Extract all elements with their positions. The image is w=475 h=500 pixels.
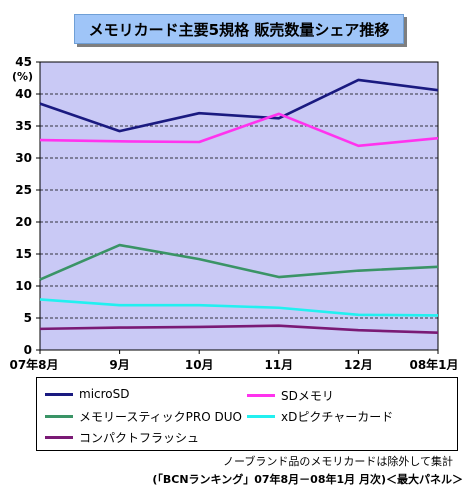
y-tick-label: 20 xyxy=(15,215,32,229)
series-line-2 xyxy=(39,243,439,281)
x-tick-label: 07年8月 xyxy=(9,357,58,370)
line-chart: 0 5 10 15 20 25 30 35 40 45(%) 07年8月 9月 10月 11月 12月 08年… xyxy=(9,55,458,370)
legend: microSD SDメモリメモリースティックPRO DUO xDピクチャーカードコン… xyxy=(36,377,458,451)
legend-item-1: SDメモリ xyxy=(247,387,334,404)
source-credit: (「BCNランキング」07年8月－08年1月 月次)＜最大パネル＞ xyxy=(152,473,463,486)
legend-label: コンパクトフラッシュ xyxy=(79,431,200,445)
series-line-0 xyxy=(39,78,439,133)
x-tick-label: 08年1月 xyxy=(409,357,458,370)
y-tick-label: 30 xyxy=(15,151,32,165)
legend-item-2: メモリースティックPRO DUO xyxy=(45,408,242,425)
y-axis-label: (%) xyxy=(12,70,33,83)
legend-item-3: xDピクチャーカード xyxy=(247,408,393,425)
legend-swatch xyxy=(247,415,275,418)
plot-area xyxy=(39,61,439,351)
y-tick-label: 0 xyxy=(24,343,32,357)
legend-swatch xyxy=(247,394,275,397)
chart-title: メモリカード主要5規格 販売数量シェア推移 xyxy=(74,14,404,44)
legend-label: メモリースティックPRO DUO xyxy=(79,410,242,424)
x-tick-label: 12月 xyxy=(344,358,373,370)
legend-swatch xyxy=(45,436,73,439)
legend-item-0: microSD xyxy=(45,387,130,401)
footnote: ノーブランド品のメモリカードは除外して集計 xyxy=(222,455,453,468)
series-line-3 xyxy=(39,298,439,317)
legend-swatch xyxy=(45,415,73,418)
y-tick-label: 45 xyxy=(15,55,32,69)
chart-title-text: メモリカード主要5規格 販売数量シェア推移 xyxy=(88,20,390,39)
y-tick-label: 40 xyxy=(15,87,32,101)
y-tick-label: 5 xyxy=(24,311,32,325)
x-tick-label: 9月 xyxy=(109,358,129,370)
legend-item-4: コンパクトフラッシュ xyxy=(45,429,199,446)
series-line-1 xyxy=(39,112,439,148)
x-tick-label: 11月 xyxy=(264,358,293,370)
series-line-4 xyxy=(39,324,439,335)
legend-swatch xyxy=(45,392,73,396)
y-tick-label: 15 xyxy=(15,247,32,261)
y-tick-label: 25 xyxy=(15,183,32,197)
y-tick-label: 10 xyxy=(15,279,32,293)
y-tick-label: 35 xyxy=(15,119,32,133)
legend-label: xDピクチャーカード xyxy=(281,410,394,424)
x-tick-label: 10月 xyxy=(185,358,214,370)
legend-label: microSD xyxy=(79,387,130,401)
legend-label: SDメモリ xyxy=(281,389,334,403)
